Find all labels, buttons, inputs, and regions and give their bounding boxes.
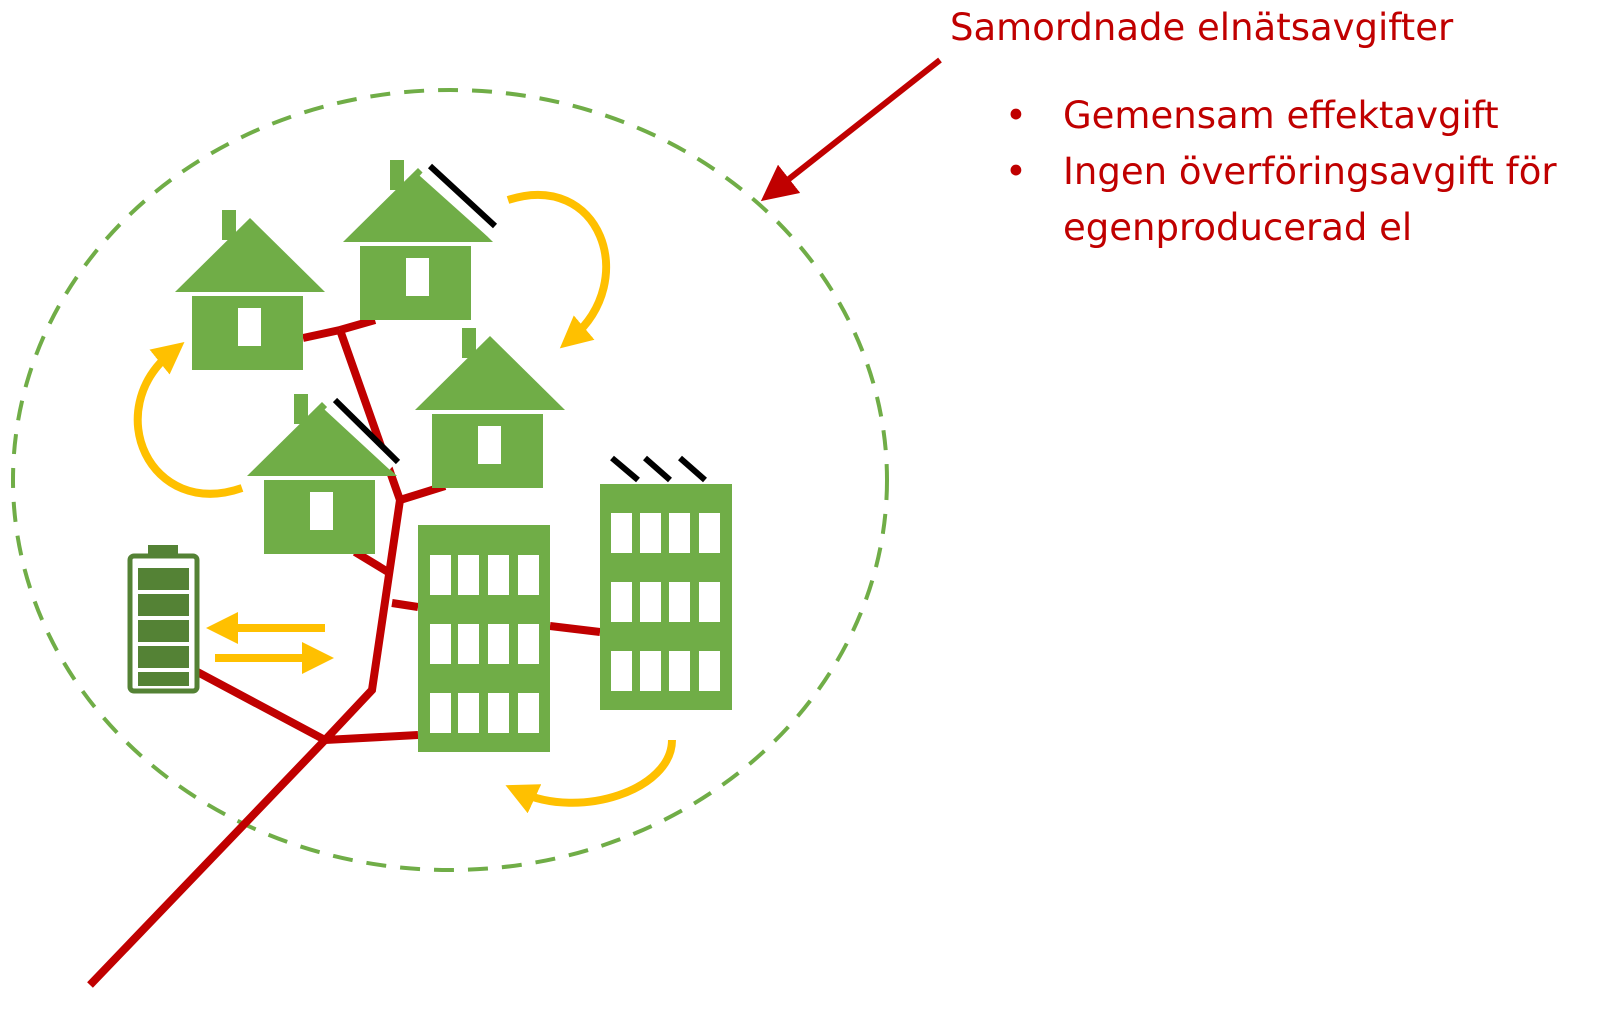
building-part (488, 693, 509, 733)
house (175, 210, 325, 370)
building-part (430, 555, 451, 595)
building-part (430, 693, 451, 733)
bullet: Ingen överföringsavgift för egenproducer… (1000, 144, 1600, 256)
house (415, 328, 565, 488)
building-part (488, 624, 509, 664)
pointer-arrow (775, 60, 940, 190)
building-part (669, 651, 690, 691)
building-part (699, 513, 720, 553)
building-part (518, 624, 539, 664)
building-part (430, 624, 451, 664)
building-part (488, 555, 509, 595)
bullet: Gemensam effektavgift (1000, 88, 1600, 144)
building-part (640, 513, 661, 553)
bullet-list: Gemensam effektavgift Ingen överföringsa… (1000, 88, 1600, 256)
building-part (699, 651, 720, 691)
building-part (611, 651, 632, 691)
building-part (518, 555, 539, 595)
diagram: Samordnade elnätsavgifter Gemensam effek… (0, 0, 1610, 1018)
building-part (458, 555, 479, 595)
apartment-buildings (418, 484, 732, 752)
building-part (640, 582, 661, 622)
building-part (518, 693, 539, 733)
building-part (458, 693, 479, 733)
bullet-text: Gemensam effektavgift (1063, 88, 1563, 144)
house (343, 160, 493, 320)
building-part (611, 513, 632, 553)
building-part (640, 651, 661, 691)
building-part (458, 624, 479, 664)
building-part (699, 582, 720, 622)
title: Samordnade elnätsavgifter (950, 6, 1453, 49)
building-part (669, 582, 690, 622)
building-part (669, 513, 690, 553)
building-part (611, 582, 632, 622)
bullet-text: Ingen överföringsavgift för egenproducer… (1063, 144, 1563, 256)
battery (130, 545, 197, 691)
